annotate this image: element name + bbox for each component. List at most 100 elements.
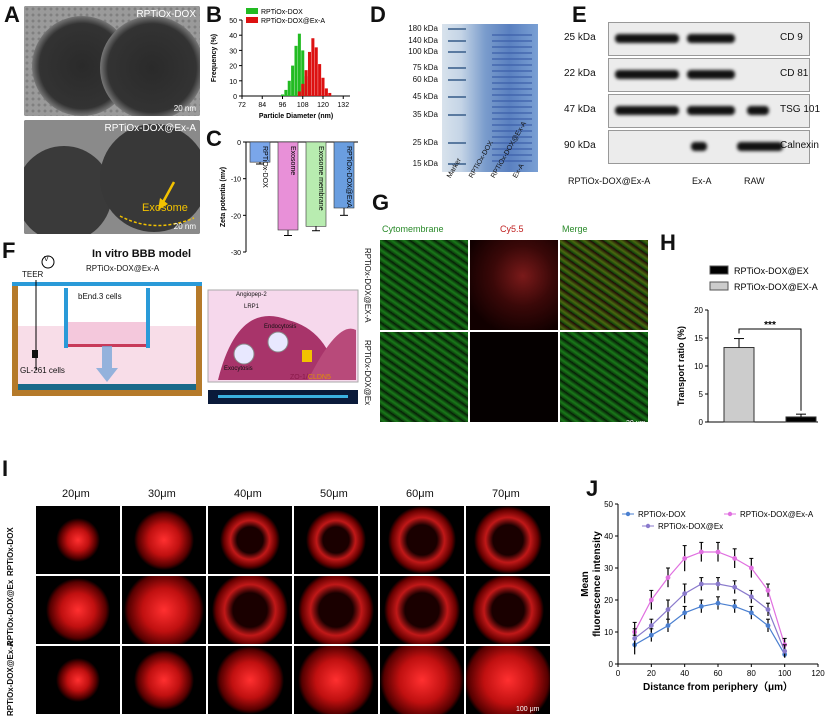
spheroid-image — [36, 506, 120, 574]
sample-band — [492, 82, 532, 84]
spheroid-image — [380, 506, 464, 574]
spheroid-image — [122, 576, 206, 644]
bar-dox — [301, 50, 305, 96]
row-label: RPTiOx-DOX@Ex — [6, 579, 15, 646]
mw-label: 45 kDa — [412, 92, 438, 101]
blot-band — [691, 142, 707, 151]
blot-row — [608, 94, 810, 128]
blot-band — [737, 142, 783, 151]
spheroid-image — [294, 576, 378, 644]
spheroid-image — [466, 646, 550, 714]
scale-bar-label: 20 μm — [626, 420, 646, 427]
sample-band — [492, 142, 532, 144]
x-tick-label: 20 — [647, 669, 656, 678]
marker-band — [448, 51, 466, 53]
sample-band — [492, 148, 532, 150]
x-tick-label: 100 — [778, 669, 792, 678]
depth-label: 60μm — [406, 488, 434, 500]
gel-image — [442, 24, 538, 172]
y-tick-label: -30 — [231, 250, 241, 257]
data-point — [665, 575, 671, 580]
spheroid-image — [208, 646, 292, 714]
y-axis-label: Frequency (%) — [211, 34, 218, 82]
row-label: RPTiOx-DOX — [6, 527, 15, 576]
data-point — [698, 581, 704, 587]
category-label: RPTiOx-DOX — [261, 146, 268, 188]
panel-label-b: B — [206, 2, 222, 27]
y-tick-label: 40 — [229, 33, 237, 40]
bar-dox — [280, 94, 285, 96]
blot-lane-label: RPTiOx-DOX@Ex-A — [568, 176, 651, 186]
mw-label: 15 kDa — [412, 159, 438, 168]
bar-dox — [287, 80, 291, 96]
legend-label: RPTiOx-DOX@Ex-A — [261, 18, 325, 25]
blot-protein-label: TSG 101 — [780, 104, 821, 115]
series-line — [634, 602, 786, 655]
sample-band — [492, 118, 532, 120]
zo1-label: ZO-1/CLDN5 — [290, 374, 331, 381]
y-tick-label: 50 — [604, 500, 613, 509]
x-tick-label: 84 — [258, 102, 266, 109]
sample-band — [492, 40, 532, 42]
data-point — [782, 648, 788, 654]
scale-bar-label: 100 μm — [516, 706, 540, 713]
y-axis-label: Meanfluorescence intensity — [580, 531, 603, 637]
blot-band — [687, 34, 735, 43]
bar-ex-a — [297, 91, 301, 96]
panel-label-j: J — [586, 476, 599, 501]
data-point — [748, 565, 754, 571]
mw-label: 60 kDa — [412, 75, 438, 84]
blot-protein-label: Calnexin — [780, 140, 819, 151]
x-tick-label: 108 — [297, 102, 309, 109]
blot-row — [608, 58, 810, 92]
data-point — [648, 632, 654, 638]
exosome-annotation: Exosome — [142, 202, 188, 214]
spheroid-image — [122, 506, 206, 574]
data-point — [765, 607, 771, 612]
data-point — [715, 549, 721, 555]
chart-b-particle-size: 72 84 96 108 120 132 0 10 20 30 40 50 RPTiOx-DOX RPTi… — [211, 8, 350, 120]
blot-band — [687, 106, 735, 115]
y-tick-label: 5 — [699, 390, 704, 399]
spheroid-image — [208, 576, 292, 644]
panel-label-a: A — [4, 2, 20, 27]
bbb-model-diagram: In vitro BBB model V TEER RPTiOx-DOX@Ex-… — [8, 248, 368, 410]
bar-ex-a — [324, 88, 328, 96]
chart-h-transport-ratio: 0 5 10 15 20 *** RPTiOx-DOX@EX RPTiOx-DOX@EX-A T… — [676, 265, 818, 427]
legend-swatch — [246, 17, 258, 23]
data-point — [748, 594, 754, 600]
chart-j-fluorescence: 0 20 40 60 80 100 120 0 10 20 30 40 50 RPTiOx-DOX RPTi… — [580, 500, 825, 693]
bar-dox — [291, 65, 295, 96]
y-tick-label: 10 — [694, 362, 703, 371]
sample-band — [492, 70, 532, 72]
category-label: Exosome — [289, 146, 296, 175]
blot-row — [608, 22, 810, 56]
panel-label-i: I — [2, 456, 9, 481]
gel-panel: 180 kDa 140 kDa 100 kDa 75 kDa 60 kDa 45 kDa 3… — [380, 24, 580, 180]
marker-band — [448, 67, 466, 69]
x-axis-label: Particle Diameter (nm) — [259, 113, 333, 120]
x-tick-label: 60 — [714, 669, 723, 678]
category-label: RPTiOx-DOX@ExA — [345, 146, 352, 208]
spheroid-image — [380, 646, 464, 714]
scale-bar-label-bottom: 20 nm — [173, 222, 196, 231]
depth-label: 40μm — [234, 488, 262, 500]
y-tick-label: 30 — [604, 564, 613, 573]
tem-label-bottom: RPTiOx-DOX@Ex-A — [104, 123, 196, 134]
panel-label-e: E — [572, 2, 587, 27]
bar-ex-a — [304, 70, 308, 96]
x-tick-label: 96 — [279, 102, 287, 109]
blot-band — [747, 106, 769, 115]
spheroid-image — [294, 506, 378, 574]
bar-ex-a — [314, 47, 318, 96]
depth-label: 50μm — [320, 488, 348, 500]
panel-label-h: H — [660, 230, 676, 255]
data-point — [748, 610, 754, 616]
legend-label: RPTiOx-DOX — [638, 510, 686, 519]
series-line — [634, 583, 786, 652]
category-label: Exosome membrane — [317, 146, 324, 211]
legend-marker — [625, 511, 631, 517]
sample-band — [492, 154, 532, 156]
voltmeter-label: V — [44, 256, 49, 263]
confocal-image — [380, 332, 468, 422]
